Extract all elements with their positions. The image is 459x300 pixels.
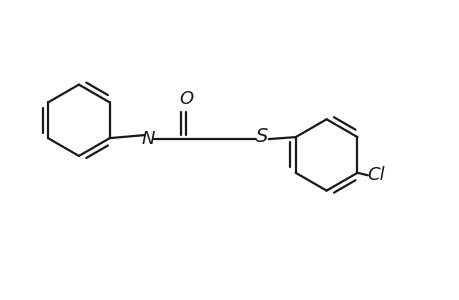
Text: O: O (179, 90, 193, 108)
Text: Cl: Cl (367, 166, 384, 184)
Text: S: S (256, 127, 268, 146)
Text: N: N (141, 130, 155, 148)
